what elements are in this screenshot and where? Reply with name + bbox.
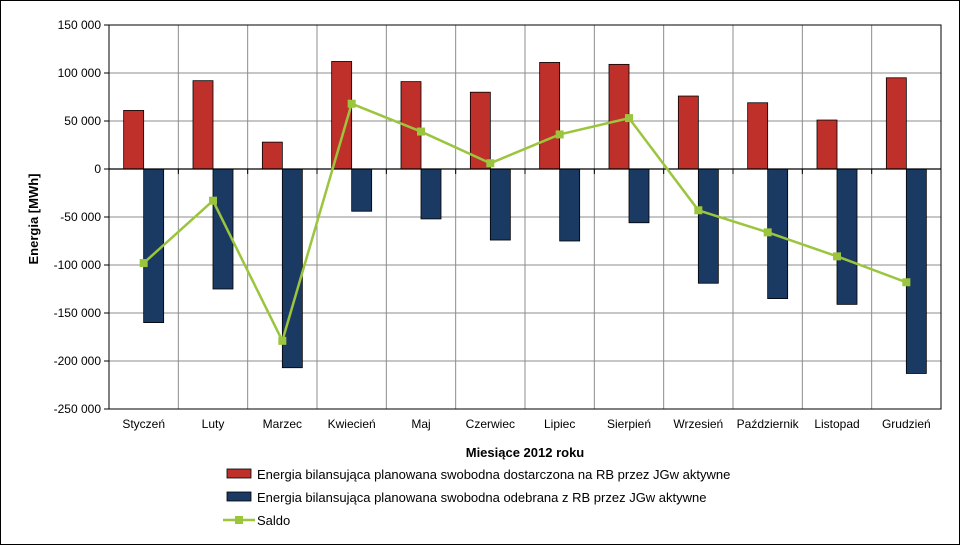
saldo-marker [902, 278, 911, 287]
y-tick-label: -200 000 [54, 354, 102, 368]
y-axis-ticks: 150 000 100 000 50 000 0 -50 000 -100 000 -150… [54, 18, 109, 416]
bar-dostarczona [123, 110, 145, 170]
saldo-marker [139, 259, 148, 268]
saldo-marker [278, 336, 287, 345]
saldo-line [142, 102, 907, 345]
legend-swatch [226, 468, 252, 479]
legend: Energia bilansująca planowana swobodna d… [223, 467, 730, 528]
bar-odebrana [697, 168, 719, 284]
legend-label: Energia bilansująca planowana swobodna d… [257, 467, 730, 482]
x-tick-label: Czerwiec [466, 417, 515, 431]
x-tick-label: Kwiecień [328, 417, 376, 431]
x-tick-label: Sierpień [607, 417, 651, 431]
x-axis-title: Miesiące 2012 roku [466, 445, 585, 460]
saldo-marker [486, 159, 495, 168]
x-tick-label: Maj [411, 417, 430, 431]
bar-odebrana [628, 168, 650, 224]
x-axis-ticks: Styczeń Luty Marzec Kwiecień Maj Czerwiec Lipi… [108, 169, 942, 431]
y-tick-label: 50 000 [64, 114, 101, 128]
y-tick-label: 150 000 [58, 18, 102, 32]
y-axis-title: Energia [MWh] [26, 174, 41, 265]
bar-odebrana [559, 168, 581, 242]
x-tick-label: Lipiec [544, 417, 575, 431]
bar-dostarczona [192, 80, 214, 170]
bar-odebrana [143, 168, 165, 324]
saldo-marker [763, 228, 772, 237]
saldo-marker [555, 130, 564, 139]
bar-odebrana [351, 168, 373, 212]
legend-swatch [226, 491, 252, 502]
bar-dostarczona [539, 62, 561, 170]
bar-dostarczona [747, 102, 769, 170]
bar-dostarczona [816, 119, 838, 170]
bar-odebrana [489, 168, 511, 241]
y-tick-label: -50 000 [60, 210, 101, 224]
saldo-marker [209, 196, 217, 205]
bar-dostarczona [885, 77, 907, 170]
legend-label: Energia bilansująca planowana swobodna o… [257, 490, 707, 505]
x-tick-label: Wrzesień [673, 417, 723, 431]
bar-odebrana [420, 168, 442, 220]
plot-area [108, 24, 942, 410]
bar-dostarczona [261, 141, 283, 170]
x-tick-label: Listopad [814, 417, 859, 431]
x-tick-label: Grudzień [882, 417, 931, 431]
saldo-marker [347, 99, 356, 108]
x-tick-label: Styczeń [122, 417, 165, 431]
x-tick-label: Luty [202, 417, 225, 431]
saldo-marker [625, 114, 633, 123]
saldo-marker [833, 252, 841, 261]
y-tick-label: 0 [94, 162, 101, 176]
y-tick-label: -100 000 [54, 258, 102, 272]
bar-odebrana [905, 168, 927, 374]
x-tick-label: Marzec [263, 417, 302, 431]
bar-odebrana [836, 168, 858, 305]
bar-odebrana [212, 168, 234, 290]
legend-swatch-marker [235, 516, 243, 524]
legend-label: Saldo [257, 513, 290, 528]
y-tick-label: -150 000 [54, 306, 102, 320]
bar-dostarczona [677, 95, 699, 170]
saldo-marker [417, 127, 425, 136]
y-tick-label: -250 000 [54, 402, 102, 416]
y-tick-label: 100 000 [58, 66, 102, 80]
x-tick-label: Październik [737, 417, 800, 431]
saldo-marker [694, 206, 703, 215]
